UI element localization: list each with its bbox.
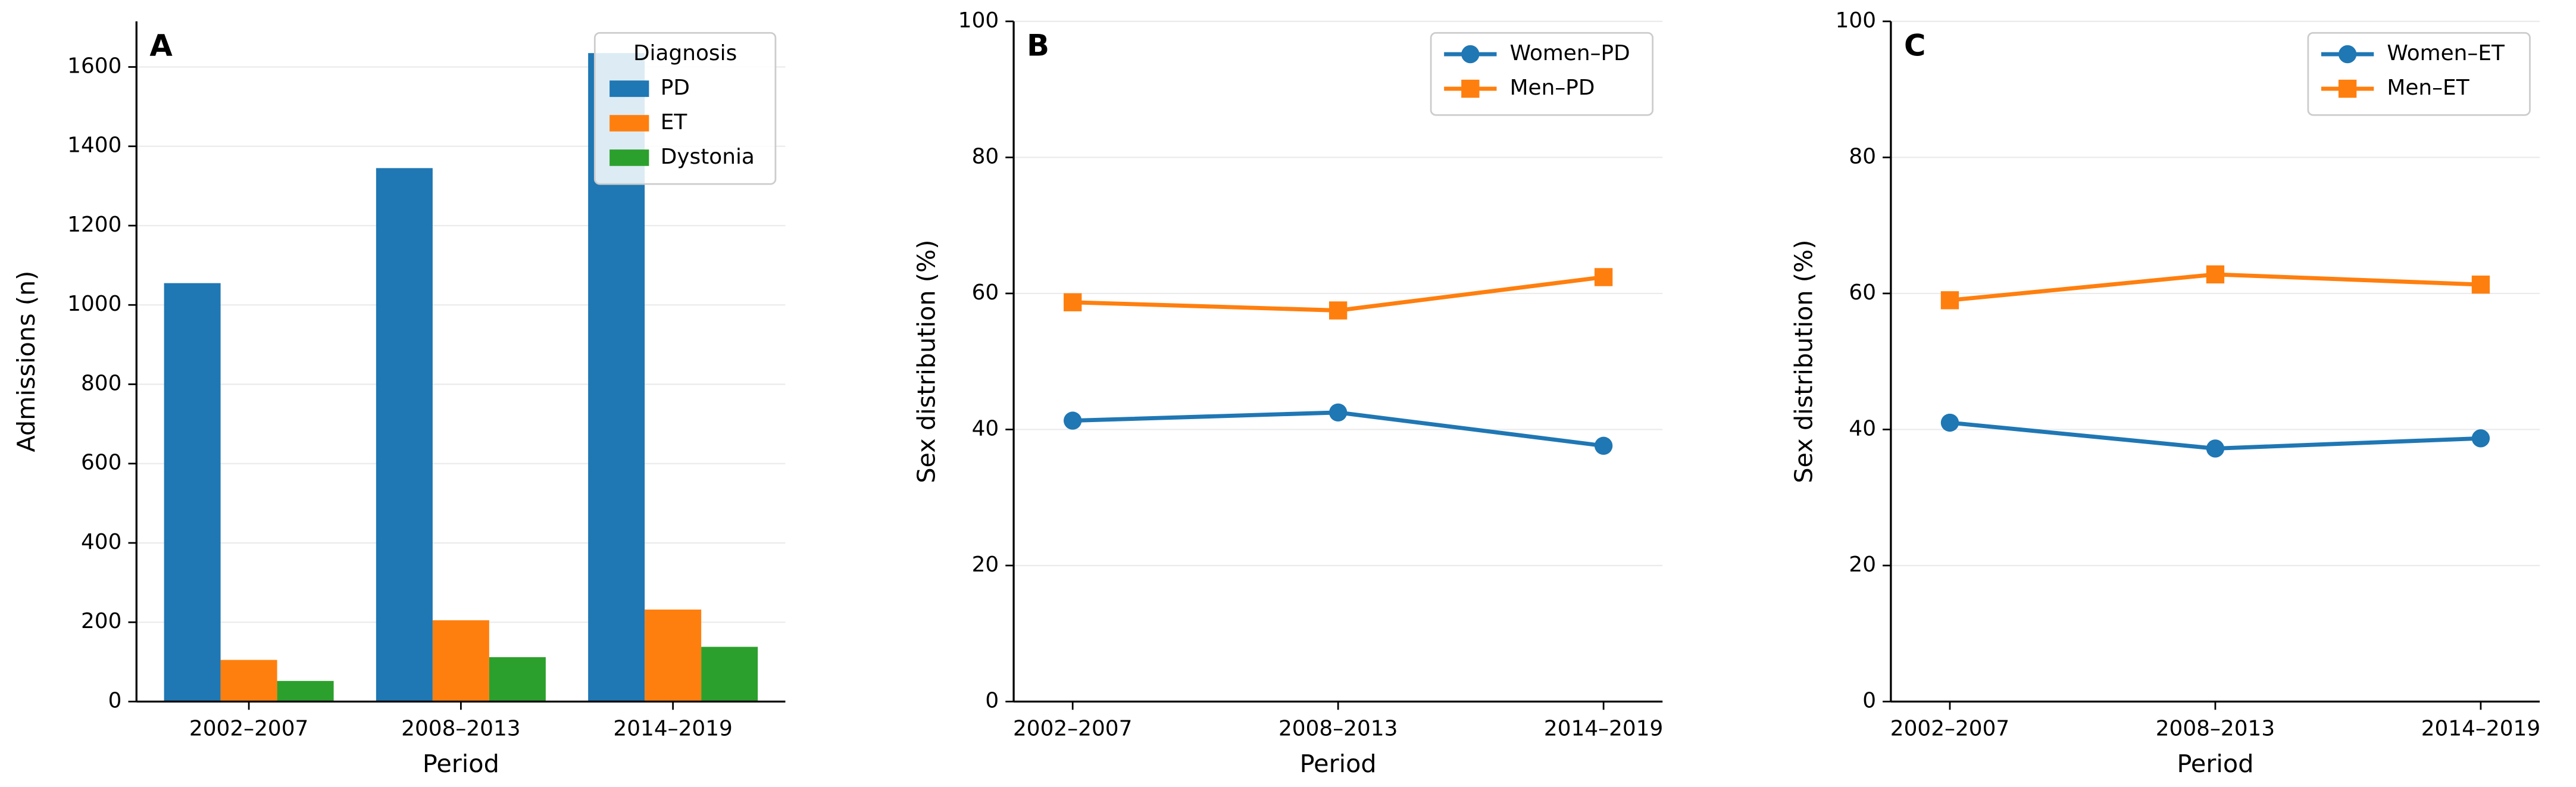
legend: Women–PD Men–PD [1430, 32, 1654, 116]
x-tick-label: 2008–2013 [401, 716, 520, 741]
y-tick-label: 20 [1849, 552, 1876, 577]
x-tick-label: 2014–2019 [1544, 716, 1663, 741]
x-tick-label: 2002–2007 [189, 716, 308, 741]
marker [1940, 413, 1959, 432]
legend-swatch [609, 115, 649, 132]
y-tick-label: 40 [972, 416, 999, 441]
bar [277, 680, 334, 702]
y-tick-label: 1000 [67, 292, 121, 316]
legend-label: Women–PD [1510, 41, 1630, 65]
y-tick-label: 100 [1836, 8, 1876, 33]
y-tick-label: 100 [958, 8, 999, 33]
y-tick-label: 40 [1849, 416, 1876, 441]
panel-letter: A [149, 29, 173, 63]
x-tick-label: 2008–2013 [2156, 716, 2275, 741]
panel-letter: C [1904, 29, 1925, 63]
legend-marker [1461, 45, 1480, 64]
marker [2471, 275, 2490, 294]
y-tick-label: 800 [81, 371, 121, 395]
legend-box [593, 32, 777, 185]
y-tick-label: 0 [985, 688, 999, 713]
marker [2206, 265, 2225, 284]
y-tick-label: 0 [1862, 688, 1876, 713]
bar [645, 609, 702, 702]
panel: 0 200 400 600 800 1000 1200 1400 1600 2002–2007 20… [12, 21, 786, 778]
legend-label: Men–ET [2387, 76, 2469, 100]
y-axis-label: Sex distribution (%) [912, 240, 941, 483]
panel-letter: B [1027, 29, 1049, 63]
y-axis-label: Sex distribution (%) [1789, 240, 1818, 483]
x-tick-label: 2002–2007 [1013, 716, 1132, 741]
marker [1594, 436, 1613, 455]
marker [2206, 439, 2225, 458]
y-tick-label: 0 [108, 688, 122, 713]
bar [376, 168, 433, 702]
legend: Women–ET Men–ET [2307, 32, 2531, 116]
y-tick-label: 20 [972, 552, 999, 577]
panel: 0 20 40 60 80 100 2002–2007 2008–2013 2014–2019 P… [1789, 8, 2540, 778]
marker [2471, 429, 2490, 448]
bar [701, 647, 758, 702]
legend-label: Dystonia [661, 145, 755, 169]
y-tick-label: 1200 [67, 213, 121, 237]
y-tick-label: 80 [972, 144, 999, 168]
marker [1328, 301, 1348, 320]
x-axis-label: Period [423, 749, 499, 778]
y-axis-label: Admissions (n) [12, 271, 40, 452]
marker [1594, 268, 1613, 286]
bar [164, 283, 221, 702]
marker [1064, 293, 1082, 311]
legend-label: ET [661, 110, 688, 135]
bar [489, 657, 546, 702]
y-tick-label: 60 [1849, 280, 1876, 305]
y-tick-label: 1400 [67, 133, 121, 158]
marker [1328, 403, 1348, 422]
legend-swatch [609, 80, 649, 97]
x-tick-label: 2014–2019 [2421, 716, 2540, 741]
y-tick-label: 60 [972, 280, 999, 305]
x-axis-label: Period [1300, 749, 1377, 778]
bar [432, 620, 489, 702]
y-tick-label: 80 [1849, 144, 1876, 168]
legend-marker [2338, 79, 2357, 98]
legend-marker [1461, 79, 1480, 98]
legend: Diagnosis PD ET Dystonia [593, 32, 777, 185]
y-tick-label: 200 [81, 609, 121, 633]
marker [1940, 291, 1959, 310]
y-tick-label: 400 [81, 530, 121, 554]
bar [220, 660, 277, 702]
x-tick-label: 2002–2007 [1890, 716, 2009, 741]
x-axis-label: Period [2177, 749, 2253, 778]
legend-swatch [609, 149, 649, 166]
legend-label: Men–PD [1510, 76, 1595, 100]
x-tick-label: 2014–2019 [613, 716, 732, 741]
x-tick-label: 2008–2013 [1278, 716, 1398, 741]
legend-title: Diagnosis [633, 41, 737, 65]
y-tick-label: 1600 [67, 54, 121, 78]
y-tick-label: 600 [81, 451, 121, 475]
legend-label: PD [661, 76, 690, 100]
legend-marker [2338, 45, 2357, 64]
marker [1064, 411, 1082, 430]
panel: 0 20 40 60 80 100 2002–2007 2008–2013 2014–2019 P… [912, 8, 1664, 778]
legend-label: Women–ET [2387, 41, 2505, 65]
